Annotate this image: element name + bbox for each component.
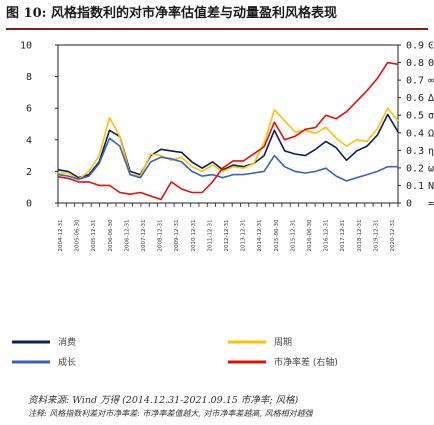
right-axis-glyph: N: [428, 181, 434, 192]
right-axis-tick-label: 0.3: [406, 146, 424, 157]
right-axis-tick-label: 0.8: [406, 58, 424, 69]
legend-label: 周期: [274, 337, 292, 348]
series-line-left-axis-ffc000: [58, 107, 399, 181]
x-axis-tick-label: 2006-12-31: [124, 220, 130, 252]
right-axis-glyph: ∆: [427, 93, 434, 104]
series-line-right-axis-e01010: [57, 61, 399, 201]
right-axis-tick-label: 0: [406, 199, 412, 210]
right-axis-glyph: =: [428, 199, 434, 210]
left-axis-tick-label: 8: [26, 72, 32, 83]
x-axis-tick-label: 2018-12-31: [357, 220, 363, 252]
right-axis-glyph: Θ: [428, 58, 434, 69]
x-axis-tick-label: 2011-12-31: [207, 220, 213, 252]
x-axis-tick-label: 2014-12-31: [257, 220, 263, 252]
x-axis-tick-label: 2017-12-31: [340, 220, 346, 252]
x-axis-tick-label: 2019-12-31: [373, 220, 379, 252]
x-axis-tick-label: 2007-12-31: [141, 220, 147, 252]
right-axis-glyph: ∞: [428, 76, 434, 87]
x-axis-tick-label: 2016-06-30: [307, 219, 313, 251]
left-axis-tick-label: 4: [26, 135, 32, 146]
x-axis-tick-label: 2008-12-31: [158, 220, 164, 252]
footnote: 注释: 风格指数利差对市净率差: 市净率差值越大, 对市净率差越高, 风格相对越…: [28, 409, 313, 418]
source-note: 资料来源: Wind 万得 (2014.12.31-2021.09.15 市净率…: [28, 395, 299, 406]
left-axis-tick-label: 0: [26, 199, 32, 210]
right-axis-tick-label: 0.5: [406, 111, 424, 122]
right-axis-glyph: Ω: [428, 128, 434, 139]
right-axis-tick-label: 0.9: [406, 41, 424, 52]
right-axis-tick-label: 0.2: [406, 163, 424, 174]
right-axis-tick-label: 0.7: [406, 76, 424, 87]
line-chart: 0 2 4 6 8 10 0 = 0.1 N 0.2 ω 0.3 ƞ 0.4 Ω 0.5 σ 0.6 ∆0.7 ∞ 0.…: [12, 41, 434, 368]
right-axis-glyph: ω: [428, 163, 434, 174]
x-axis-tick-label: 2006-06-30: [108, 219, 114, 251]
x-axis-tick-label: 2010-12-31: [191, 220, 197, 252]
right-axis-glyph: Ͼ: [428, 41, 434, 52]
x-axis-tick-label: 2015-06-30: [274, 219, 280, 251]
right-axis-tick-label: 0.4: [406, 128, 424, 139]
x-axis-tick-label: 2015-12-31: [290, 220, 296, 252]
left-axis-tick-label: 10: [20, 41, 32, 52]
title-rule: [6, 28, 428, 30]
right-axis-tick-label: 0.6: [406, 93, 424, 104]
x-axis-tick-label: 2004-12-31: [58, 220, 64, 252]
figure-title: 图 10: 风格指数利的对市净率估值差与动量盈利风格表现: [6, 6, 337, 21]
x-axis-tick-label: 2016-12-31: [324, 220, 330, 252]
right-axis-glyph: σ: [428, 111, 434, 122]
left-axis-tick-label: 6: [26, 104, 32, 115]
series-line-left-axis-0b1f5c: [57, 113, 399, 179]
left-axis-tick-label: 2: [26, 167, 32, 178]
right-axis-tick-label: 0.1: [406, 181, 424, 192]
x-axis-tick-label: 2005-12-31: [91, 220, 97, 252]
right-axis-glyph: ƞ: [428, 146, 434, 157]
series-line-left-axis-3b63b6: [57, 137, 398, 182]
x-axis-tick-label: 2009-12-31: [174, 220, 180, 252]
x-axis-tick-label: 2013-12-31: [241, 220, 247, 252]
legend-label: 成长: [58, 356, 76, 368]
x-axis-tick-label: 2012-12-31: [224, 220, 230, 252]
x-axis-tick-label: 2005-06-30: [75, 219, 81, 251]
x-axis-tick-label: 2020-12-31: [390, 220, 396, 252]
legend-label: 市净率差 (右轴): [274, 356, 338, 368]
legend-label: 消费: [58, 336, 76, 348]
plot-area: [57, 44, 399, 204]
